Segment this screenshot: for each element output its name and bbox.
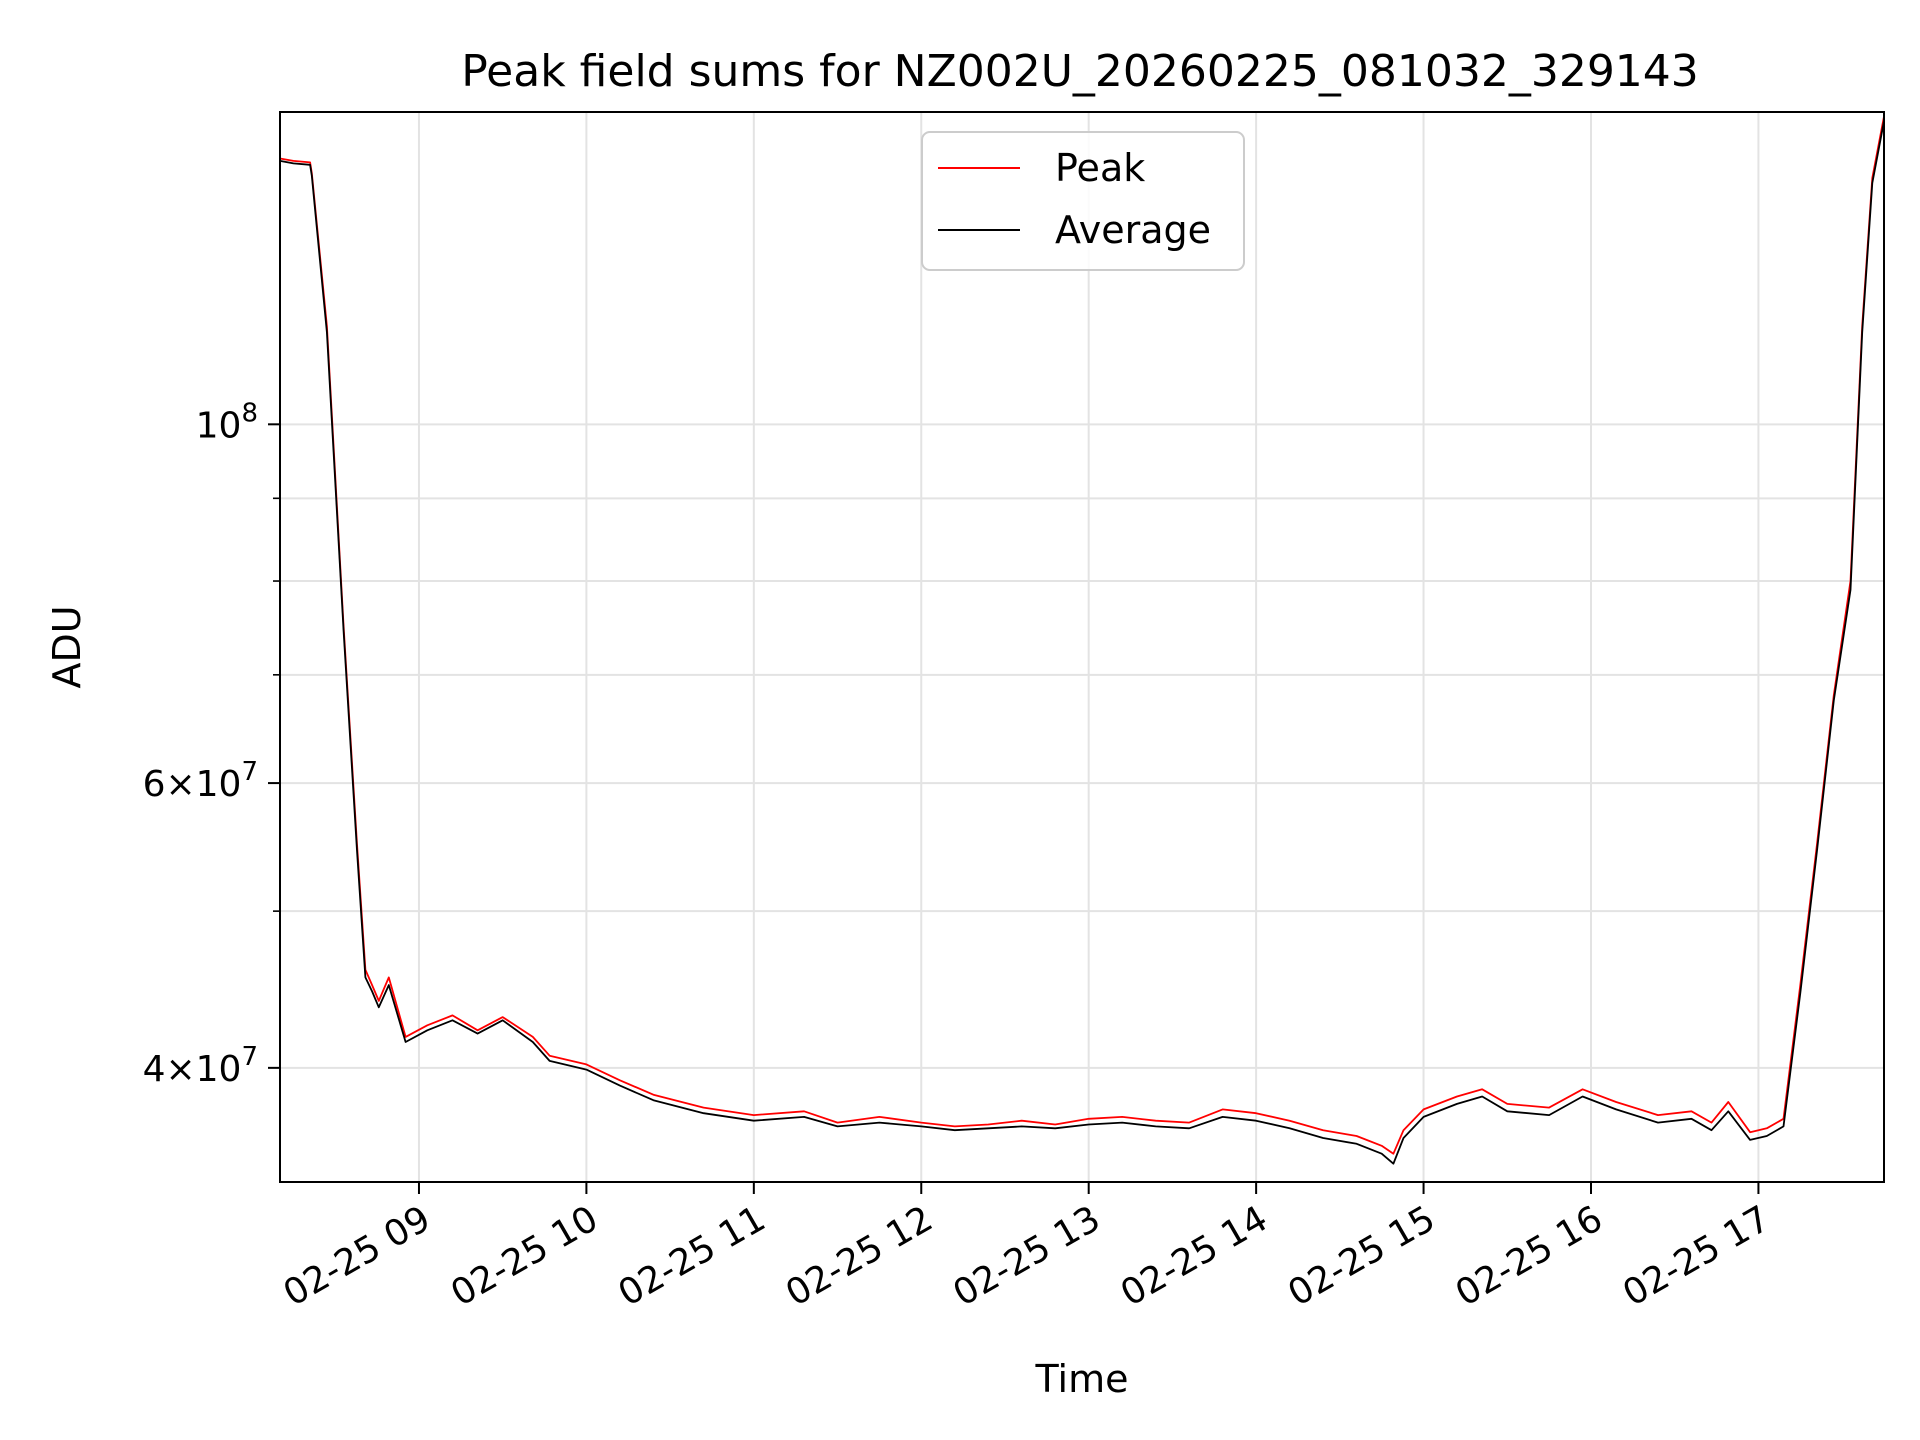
- series-line-peak: [279, 116, 1885, 1155]
- legend-box: [921, 131, 1245, 271]
- series-lines: [279, 116, 1885, 1165]
- series-line-average: [279, 120, 1885, 1165]
- legend-label-average: Average: [1055, 208, 1211, 252]
- y-axis-label: ADU: [45, 605, 89, 688]
- y-tick-label: 6×107: [143, 757, 258, 805]
- y-tick-label: 4×107: [143, 1042, 258, 1090]
- chart-title: Peak field sums for NZ002U_20260225_0810…: [461, 46, 1699, 97]
- legend: Peak Average: [921, 131, 1245, 271]
- x-axis-label: Time: [1035, 1357, 1129, 1401]
- legend-label-peak: Peak: [1055, 146, 1145, 190]
- y-axis-ticks: 4×107 6×107 108: [143, 398, 280, 1090]
- grid-lines: [280, 112, 1884, 1182]
- y-tick-label: 108: [196, 398, 258, 446]
- plot-area-frame: [279, 111, 1885, 1183]
